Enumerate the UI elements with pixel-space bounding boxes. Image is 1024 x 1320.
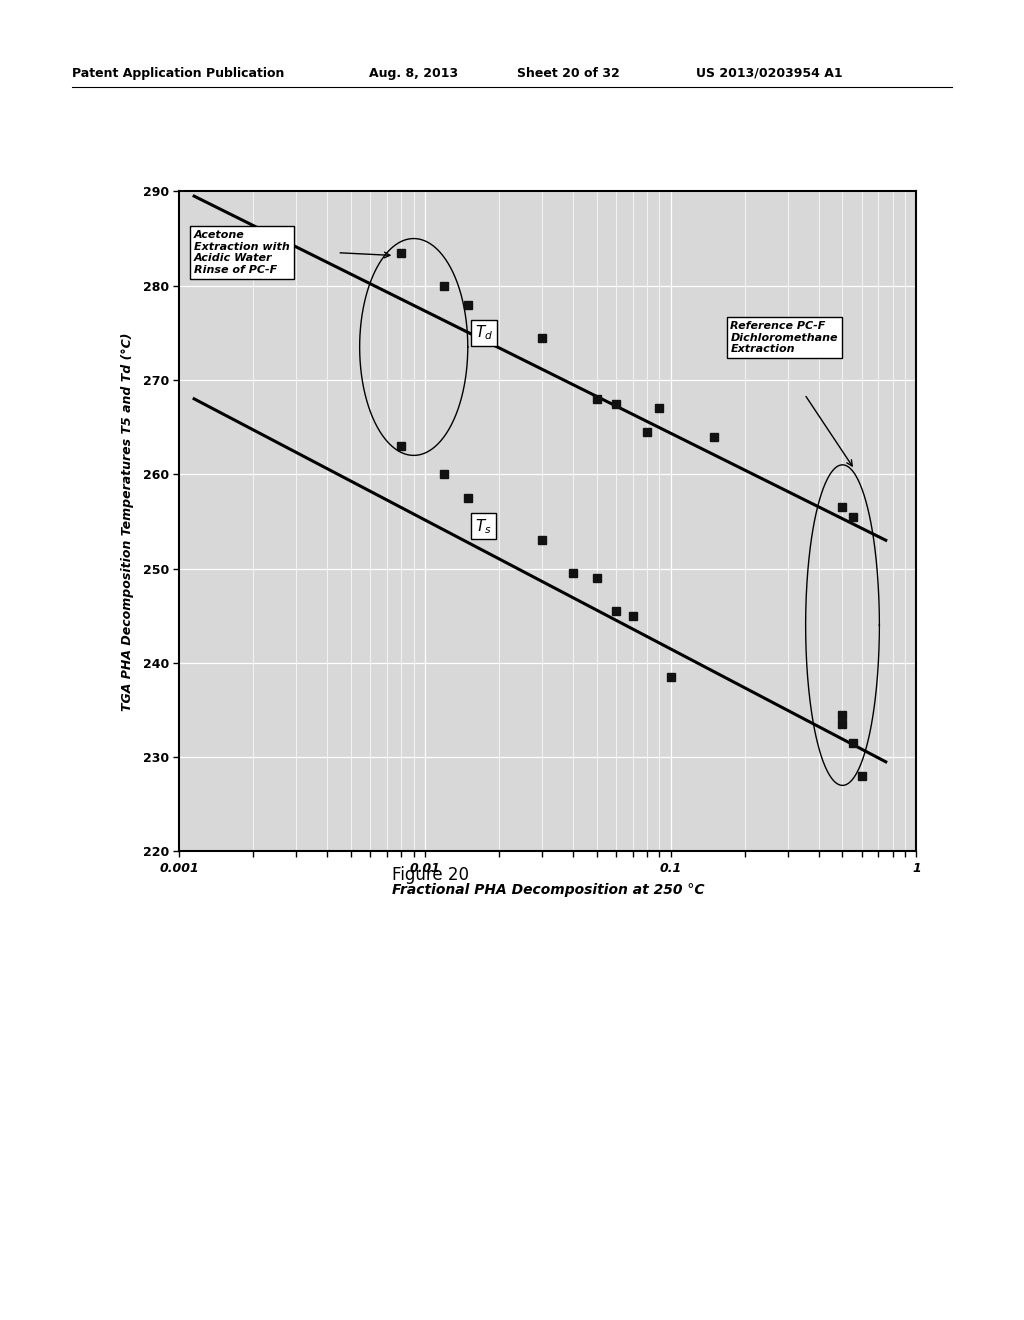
Text: $T_d$: $T_d$ xyxy=(475,323,494,342)
Text: Patent Application Publication: Patent Application Publication xyxy=(72,66,284,79)
Text: $T_s$: $T_s$ xyxy=(475,517,492,536)
Text: Reference PC-F
Dichloromethane
Extraction: Reference PC-F Dichloromethane Extractio… xyxy=(730,321,838,354)
Y-axis label: TGA PHA Decomposition Temperatures T5 and Td (°C): TGA PHA Decomposition Temperatures T5 an… xyxy=(121,333,134,710)
Text: Acetone
Extraction with
Acidic Water
Rinse of PC-F: Acetone Extraction with Acidic Water Rin… xyxy=(195,230,290,275)
Text: Figure 20: Figure 20 xyxy=(391,866,469,884)
Text: US 2013/0203954 A1: US 2013/0203954 A1 xyxy=(696,66,843,79)
X-axis label: Fractional PHA Decomposition at 250 °C: Fractional PHA Decomposition at 250 °C xyxy=(391,883,705,898)
Text: Sheet 20 of 32: Sheet 20 of 32 xyxy=(517,66,620,79)
Text: Aug. 8, 2013: Aug. 8, 2013 xyxy=(369,66,458,79)
